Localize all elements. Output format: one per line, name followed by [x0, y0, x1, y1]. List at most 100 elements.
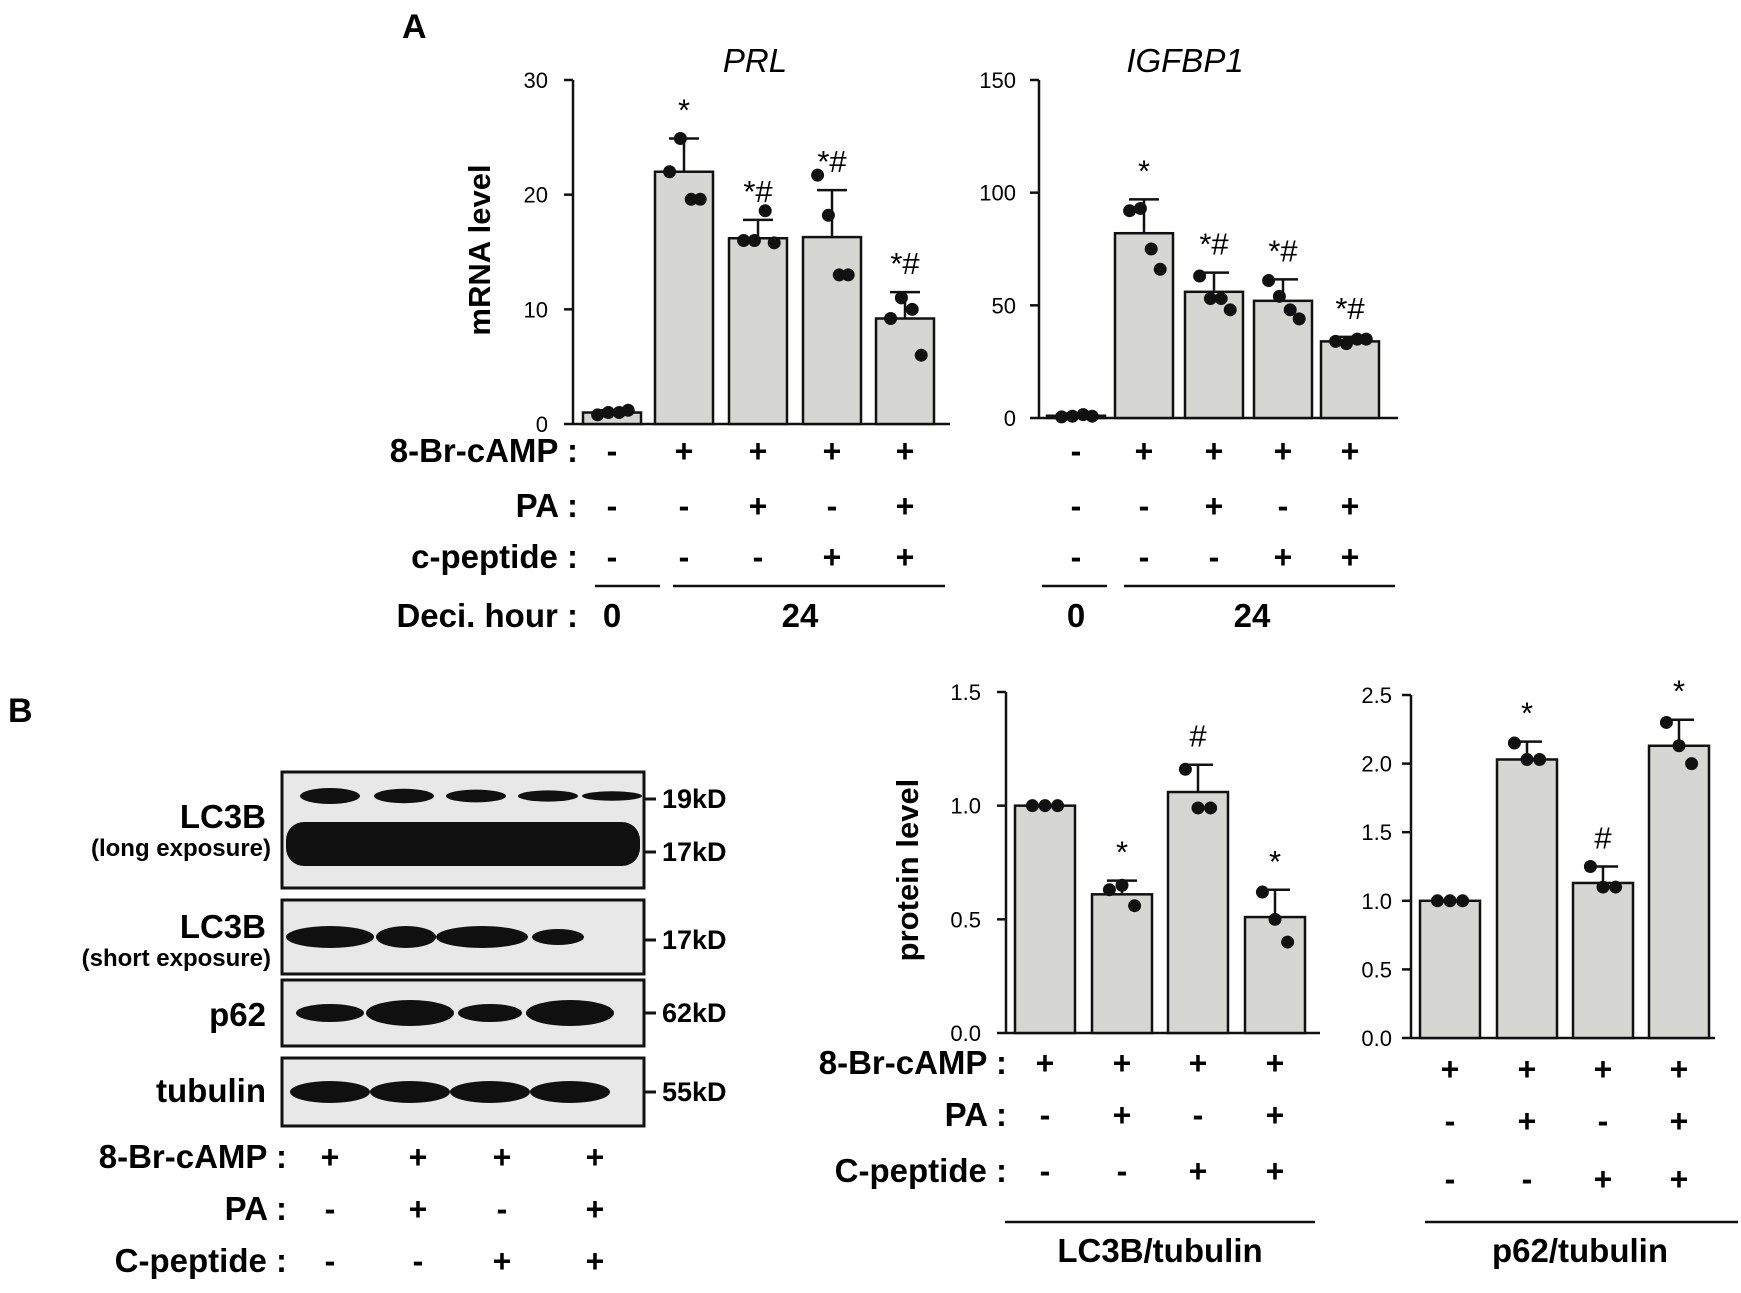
panel-label-a: A: [402, 8, 427, 46]
significance-label: *#: [817, 144, 847, 179]
plus-sign: +: [586, 1243, 605, 1279]
condition-label: PA :: [945, 1096, 1007, 1133]
condition-label: c-peptide :: [411, 538, 578, 575]
plus-sign: +: [1341, 433, 1360, 469]
blot-row-label: LC3B: [180, 798, 266, 835]
y-tick-label: 150: [979, 68, 1016, 93]
data-point: [1025, 799, 1039, 813]
bar: [727, 236, 789, 426]
significance-label: *: [1269, 844, 1281, 879]
hour-value: 24: [1234, 597, 1271, 634]
bar: [653, 170, 715, 426]
minus-sign: -: [1193, 1097, 1204, 1133]
y-tick-label: 0: [536, 412, 548, 437]
data-point: [1223, 303, 1237, 317]
y-tick-label: 0.5: [1361, 957, 1392, 982]
chart-title: PRL: [723, 42, 787, 79]
data-point: [1191, 801, 1205, 815]
plus-sign: +: [823, 433, 842, 469]
data-point: [1051, 799, 1065, 813]
blot-row-label: LC3B: [180, 908, 266, 945]
blot-band: [436, 926, 528, 948]
bar: [801, 235, 863, 426]
plus-sign: +: [1135, 433, 1154, 469]
y-tick-label: 20: [524, 183, 548, 208]
condition-label: PA :: [516, 487, 578, 524]
blot-band: [526, 1000, 614, 1026]
data-point: [663, 165, 677, 179]
chart-lc3b: 0.0 0.5 1.0 1.5 protein level * # * 8-Br-cAMP : +…: [819, 680, 1320, 1269]
data-point: [684, 192, 698, 206]
plus-sign: +: [409, 1191, 428, 1227]
plus-sign: +: [1594, 1161, 1613, 1197]
data-point: [1520, 752, 1534, 766]
data-point: [841, 268, 855, 282]
data-point: [591, 408, 605, 422]
blot-band: [446, 789, 506, 803]
plus-sign: +: [896, 488, 915, 524]
blot-band: [518, 790, 578, 802]
plus-sign: +: [1670, 1103, 1689, 1139]
y-tick-label: 1.0: [1361, 889, 1392, 914]
plus-sign: +: [823, 539, 842, 575]
blot-band: [286, 926, 374, 948]
minus-sign: -: [607, 488, 618, 524]
significance-label: *#: [1335, 291, 1365, 326]
data-point: [1255, 885, 1269, 899]
plus-sign: +: [1113, 1097, 1132, 1133]
minus-sign: -: [1040, 1097, 1051, 1133]
significance-label: #: [1594, 821, 1612, 856]
condition-label: 8-Br-cAMP :: [99, 1138, 287, 1175]
chart-p62: 0.00.51.01.52.02.5*#*+ + + +- + - +- - + +p62/tub…: [1361, 674, 1738, 1269]
data-point: [905, 302, 919, 316]
data-point: [894, 291, 908, 305]
plus-sign: +: [586, 1139, 605, 1175]
significance-label: *#: [890, 246, 920, 281]
minus-sign: -: [1445, 1103, 1456, 1139]
minus-sign: -: [1040, 1153, 1051, 1189]
hour-value: 0: [603, 597, 621, 634]
data-point: [1038, 799, 1052, 813]
data-point: [1055, 410, 1069, 424]
y-tick-label: 2.0: [1361, 752, 1392, 777]
plus-sign: +: [749, 488, 768, 524]
significance-label: #: [1189, 719, 1207, 754]
bar: [1090, 893, 1154, 1035]
data-point: [1685, 757, 1699, 771]
bar: [1495, 758, 1559, 1040]
blot-band: [458, 1004, 522, 1022]
plus-sign: +: [1266, 1097, 1285, 1133]
plus-sign: +: [1274, 433, 1293, 469]
y-tick-label: 1.5: [950, 680, 981, 705]
data-point: [673, 131, 687, 145]
significance-label: *#: [1199, 227, 1229, 262]
data-point: [1292, 312, 1306, 326]
plus-sign: +: [1594, 1051, 1613, 1087]
significance-label: *: [678, 92, 690, 127]
plus-sign: +: [1441, 1051, 1460, 1087]
y-tick-label: 0.0: [950, 1021, 981, 1046]
condition-label: C-peptide :: [835, 1152, 1007, 1189]
blot-band: [370, 1081, 450, 1103]
data-point: [1115, 878, 1129, 892]
bar: [1013, 804, 1077, 1035]
plus-sign: +: [896, 539, 915, 575]
minus-sign: -: [679, 488, 690, 524]
y-tick-label: 100: [979, 181, 1016, 206]
significance-label: *#: [743, 174, 773, 209]
bar: [1319, 340, 1381, 420]
plus-sign: +: [493, 1243, 512, 1279]
plus-sign: +: [586, 1191, 605, 1227]
size-marker-label: 17kD: [662, 925, 727, 955]
plus-sign: +: [1266, 1153, 1285, 1189]
data-point: [1262, 274, 1276, 288]
plus-sign: +: [1036, 1045, 1055, 1081]
plus-sign: +: [1518, 1103, 1537, 1139]
bar: [1166, 790, 1230, 1035]
data-point: [811, 168, 825, 182]
blot-band: [532, 929, 584, 945]
blot-band: [530, 1081, 610, 1103]
data-point: [1456, 894, 1470, 908]
y-tick-label: 0: [1004, 406, 1016, 431]
